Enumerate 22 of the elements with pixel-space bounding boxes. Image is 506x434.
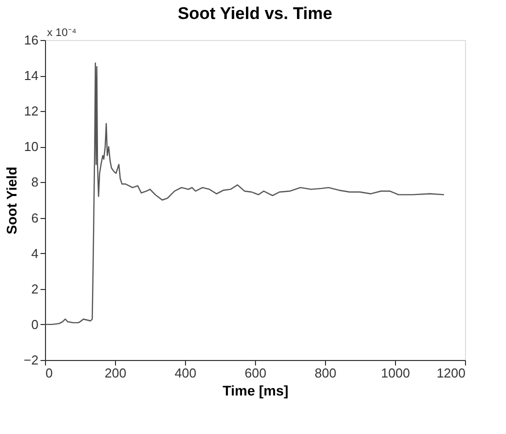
y-tick-label: 10 — [24, 139, 38, 154]
y-tick-label: 0 — [31, 316, 38, 332]
x-tick-label: 200 — [104, 366, 126, 380]
y-tick-label: 16 — [24, 32, 38, 48]
x-tick-label: 400 — [174, 366, 196, 380]
y-tick-label: −2 — [24, 352, 38, 368]
x-tick-label: 1000 — [381, 366, 410, 380]
y-tick-label: 4 — [31, 246, 38, 261]
y-tick-label: 12 — [24, 104, 38, 119]
x-tick-label: 600 — [244, 366, 266, 380]
line-series — [44, 62, 445, 326]
text: x 10⁻⁴ — [47, 27, 77, 39]
chart-title: Soot Yield vs. Time — [178, 4, 332, 23]
y-tick-label: 6 — [31, 210, 38, 226]
x-tick-label: 0 — [46, 366, 53, 380]
x-tick-label: 1200 — [436, 366, 466, 380]
x-tick-label: 800 — [314, 366, 336, 380]
y-tick-label: 14 — [24, 68, 38, 84]
y-axis-title: Soot Yield — [4, 166, 20, 234]
x-axis-title: Time [ms] — [222, 382, 288, 398]
y-tick-label: 8 — [31, 174, 38, 190]
y-tick-label: 2 — [31, 281, 38, 296]
